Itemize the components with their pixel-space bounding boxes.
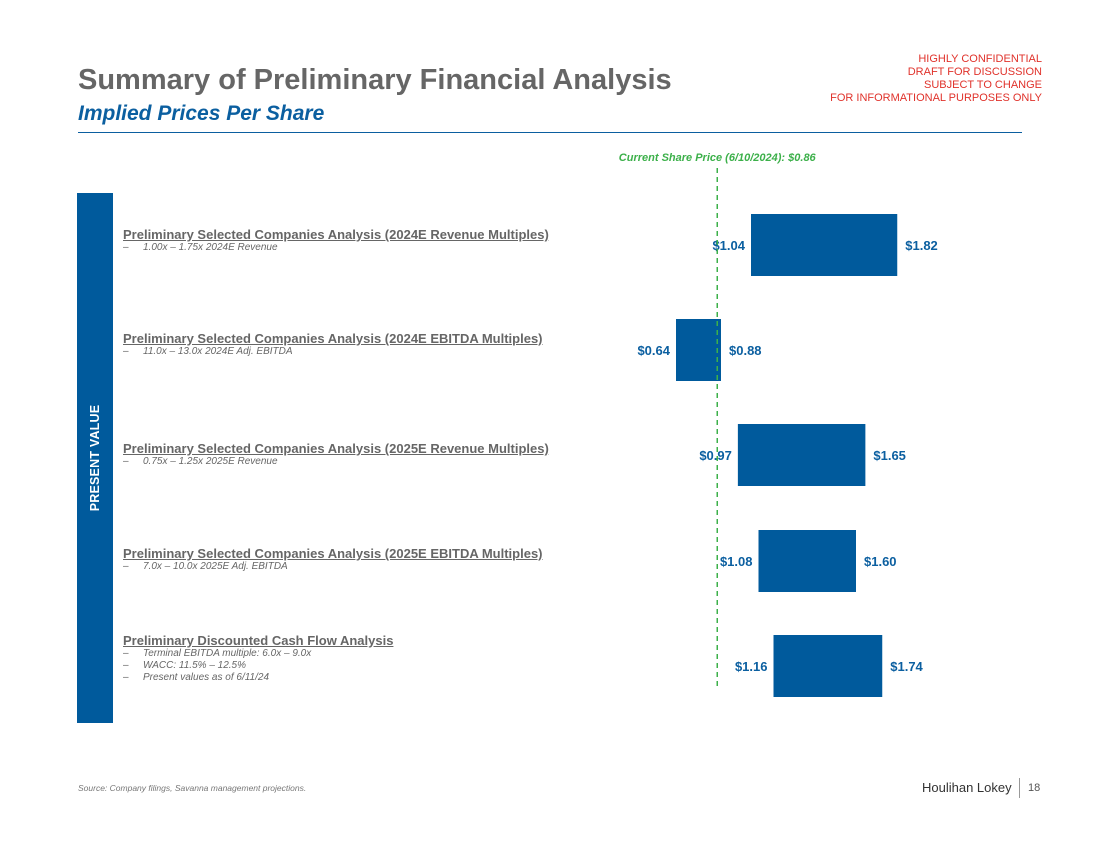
- high-value-label: $0.88: [729, 343, 762, 358]
- brand-logo: Houlihan Lokey: [922, 780, 1012, 795]
- analysis-detail: –7.0x – 10.0x 2025E Adj. EBITDA: [123, 561, 288, 572]
- low-value-label: $1.16: [735, 659, 768, 674]
- header-divider: [78, 132, 1022, 133]
- range-bar: [751, 214, 898, 276]
- analysis-title: Preliminary Selected Companies Analysis …: [123, 331, 543, 346]
- analysis-row: Preliminary Selected Companies Analysis …: [123, 441, 549, 468]
- low-value-label: $1.08: [720, 554, 753, 569]
- present-value-sidebar: [77, 193, 113, 723]
- range-bar: [737, 424, 866, 486]
- confidential-line: HIGHLY CONFIDENTIAL: [918, 53, 1042, 65]
- analysis-title: Preliminary Selected Companies Analysis …: [123, 227, 549, 242]
- analysis-row: Preliminary Selected Companies Analysis …: [123, 227, 549, 254]
- source-note: Source: Company filings, Savanna managem…: [78, 783, 307, 793]
- page-title: Summary of Preliminary Financial Analysi…: [78, 64, 672, 96]
- page-number: 18: [1028, 782, 1041, 794]
- analysis-detail: –1.00x – 1.75x 2024E Revenue: [123, 242, 278, 253]
- analysis-detail: –11.0x – 13.0x 2024E Adj. EBITDA: [123, 346, 293, 357]
- range-bar: [773, 635, 883, 697]
- low-value-label: $0.64: [637, 343, 670, 358]
- confidential-notice: HIGHLY CONFIDENTIAL DRAFT FOR DISCUSSION…: [830, 53, 1042, 105]
- confidential-line: DRAFT FOR DISCUSSION: [907, 66, 1042, 78]
- current-price-label: Current Share Price (6/10/2024): $0.86: [619, 152, 817, 164]
- analysis-row: Preliminary Discounted Cash Flow Analysi…: [123, 633, 393, 684]
- high-value-label: $1.60: [864, 554, 897, 569]
- analysis-title: Preliminary Selected Companies Analysis …: [123, 546, 543, 561]
- high-value-label: $1.82: [905, 238, 938, 253]
- low-value-label: $0.97: [699, 448, 732, 463]
- analysis-title: Preliminary Selected Companies Analysis …: [123, 441, 549, 456]
- analysis-row: Preliminary Selected Companies Analysis …: [123, 331, 543, 358]
- footer-divider: [1019, 778, 1020, 798]
- analysis-detail: – WACC: 11.5% – 12.5%: [123, 660, 247, 671]
- high-value-label: $1.65: [873, 448, 906, 463]
- confidential-line: SUBJECT TO CHANGE: [924, 79, 1042, 91]
- confidential-line: FOR INFORMATIONAL PURPOSES ONLY: [830, 92, 1042, 104]
- analysis-detail: – Terminal EBITDA multiple: 6.0x – 9.0x: [123, 648, 312, 659]
- analysis-row: Preliminary Selected Companies Analysis …: [123, 546, 543, 573]
- high-value-label: $1.74: [890, 659, 923, 674]
- low-value-label: $1.04: [712, 238, 745, 253]
- analysis-title: Preliminary Discounted Cash Flow Analysi…: [123, 633, 394, 648]
- page-subtitle: Implied Prices Per Share: [78, 102, 325, 125]
- analysis-detail: – Present values as of 6/11/24: [123, 672, 270, 683]
- analysis-detail: –0.75x – 1.25x 2025E Revenue: [123, 456, 278, 467]
- range-bar: [676, 319, 721, 381]
- range-bar: [758, 530, 856, 592]
